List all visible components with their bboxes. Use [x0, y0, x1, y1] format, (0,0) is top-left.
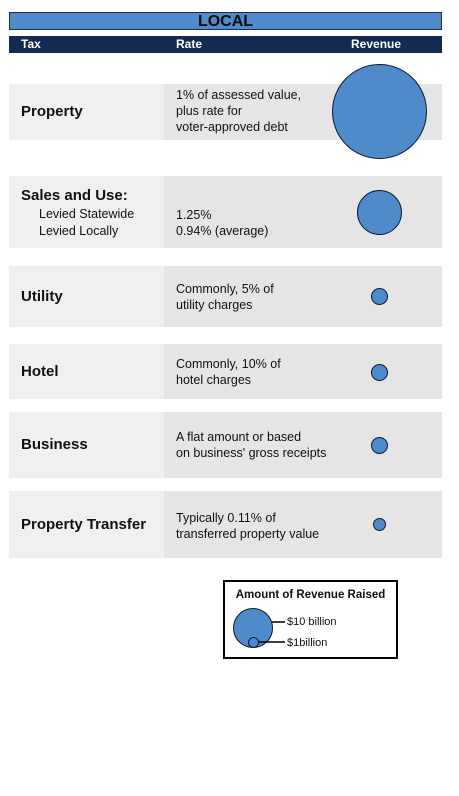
rate-text: 1.25% 0.94% (average): [176, 208, 269, 238]
legend-label-large: $10 billion: [287, 616, 337, 628]
legend-leader-lines: [258, 621, 285, 643]
revenue-bubble-utility: [371, 288, 388, 305]
revenue-bubble-property-transfer: [373, 518, 386, 531]
rate-text: Typically 0.11% of transferred property …: [176, 511, 320, 541]
revenue-bubble-sales-and-use: [357, 190, 402, 235]
legend-title: Amount of Revenue Raised: [235, 589, 386, 601]
column-header: Tax Rate Revenue: [9, 36, 442, 53]
rate-text: 1% of assessed value, plus rate for vote…: [176, 88, 302, 134]
sub-label-statewide: Levied Statewide: [39, 207, 135, 221]
table-row-business: Business: [9, 412, 442, 478]
tax-name: Hotel: [21, 363, 59, 380]
table-row-hotel: Hotel: [9, 344, 442, 399]
header-tax: Tax: [21, 37, 41, 51]
tax-name: Property Transfer: [21, 516, 147, 533]
section-banner: LOCAL: [9, 12, 442, 30]
rate-text: Commonly, 5% of utility charges: [176, 282, 274, 312]
revenue-bubble-hotel: [371, 364, 388, 381]
tax-name: Property: [21, 103, 83, 120]
rate-text: Commonly, 10% of hotel charges: [176, 357, 281, 387]
header-rate: Rate: [176, 37, 203, 51]
table-row-property-transfer: Property Transfer: [9, 491, 442, 558]
revenue-bubble-property: [332, 64, 427, 159]
tax-name: Business: [21, 436, 88, 453]
revenue-bubble-business: [371, 437, 388, 454]
banner-title: LOCAL: [197, 13, 254, 30]
tax-name: Sales and Use:: [21, 187, 128, 204]
tax-name: Utility: [21, 288, 63, 305]
sub-label-locally: Levied Locally: [39, 224, 119, 238]
legend: Amount of Revenue Raised $10 billion $1b…: [223, 580, 398, 659]
table-row-utility: Utility: [9, 266, 442, 327]
legend-label-small: $1billion: [287, 637, 328, 649]
rate-text: A flat amount or based on business' gros…: [176, 430, 327, 460]
header-revenue: Revenue: [351, 37, 402, 51]
